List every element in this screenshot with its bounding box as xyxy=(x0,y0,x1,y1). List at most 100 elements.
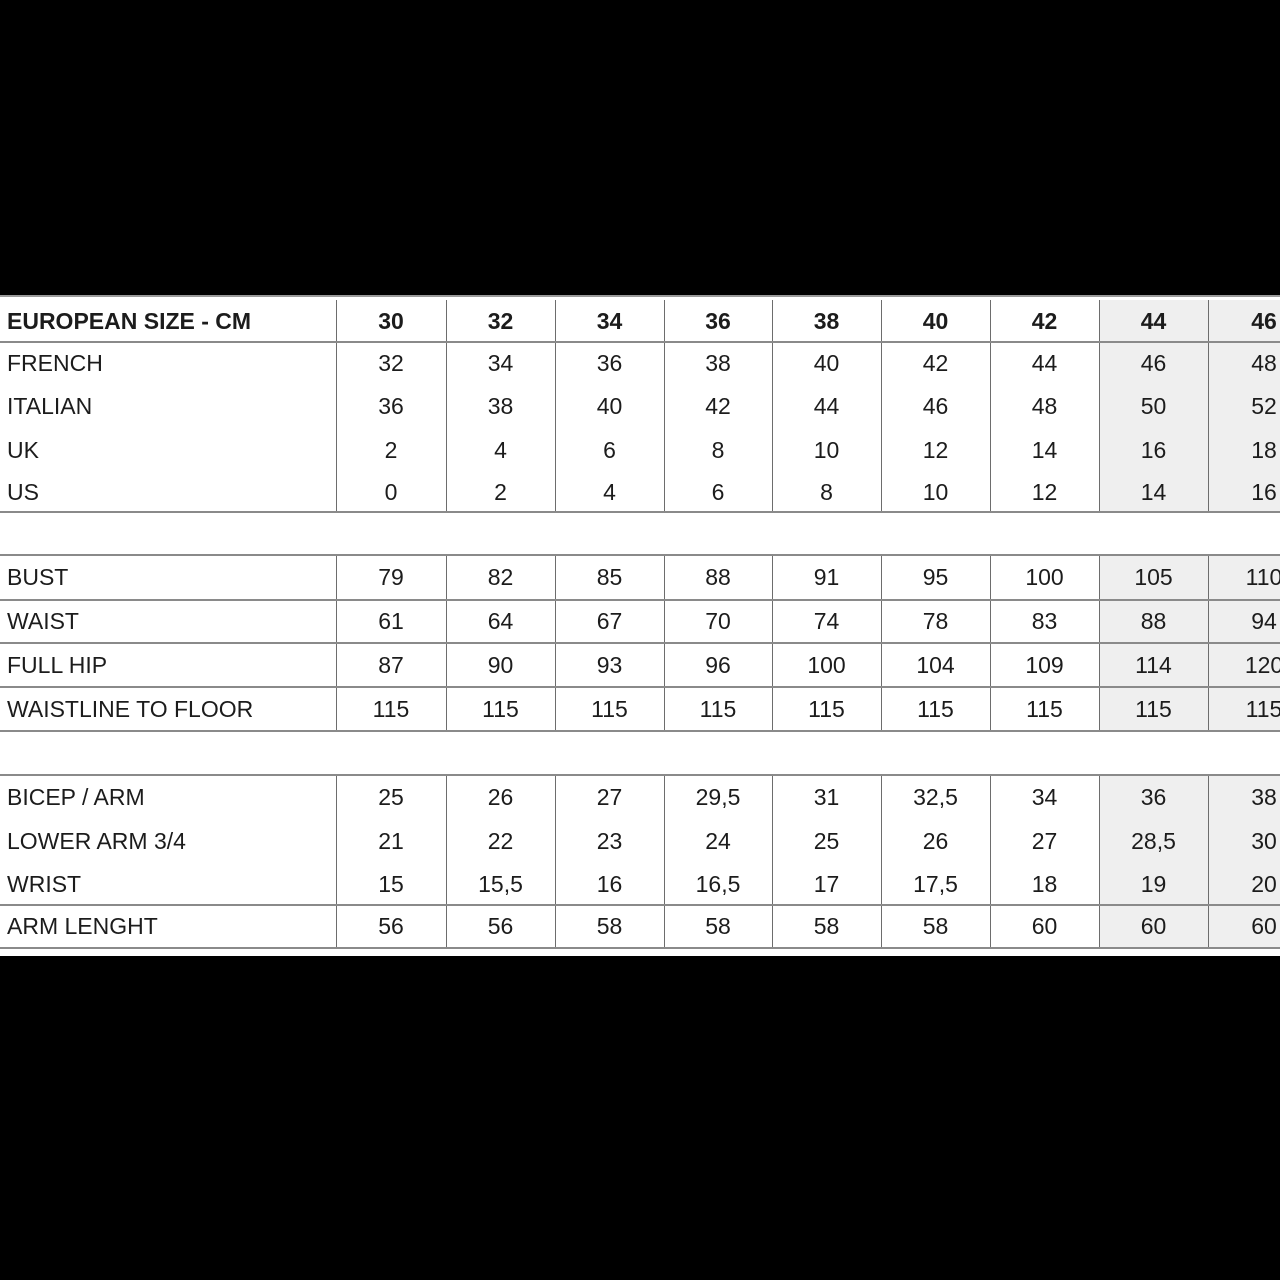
size-value-cell: 12 xyxy=(922,436,949,463)
size-value-cell: 70 xyxy=(705,608,731,634)
size-value-cell: 115 xyxy=(699,695,737,722)
size-value-cell: 12 xyxy=(1031,478,1058,505)
size-value-cell: 38 xyxy=(487,393,514,419)
size-value-cell: 21 xyxy=(378,828,404,854)
column-divider xyxy=(1208,775,1209,948)
column-divider xyxy=(555,775,556,948)
size-value-cell: 40 xyxy=(922,307,949,334)
row-divider xyxy=(0,774,1280,776)
row-divider xyxy=(0,341,1280,343)
row-label: BICEP / ARM xyxy=(7,784,145,810)
size-value-cell: 93 xyxy=(596,651,623,678)
size-value-cell: 60 xyxy=(1099,905,1208,948)
column-divider xyxy=(1208,300,1209,512)
row-label: BUST xyxy=(7,564,69,590)
size-value-cell: 115 xyxy=(372,695,410,722)
row-label: EUROPEAN SIZE - CM xyxy=(7,307,252,334)
column-divider xyxy=(772,775,773,948)
size-value-cell: 60 xyxy=(1031,913,1058,939)
size-value-cell: 120 xyxy=(1208,643,1280,687)
row-divider xyxy=(0,554,1280,556)
size-value-cell: 94 xyxy=(1208,600,1280,643)
size-value-cell: 44 xyxy=(1099,300,1208,342)
size-value-cell: 105 xyxy=(1099,555,1208,600)
size-value-cell: 6 xyxy=(603,436,616,463)
size-value-cell: 60 xyxy=(1208,905,1280,948)
size-value-cell: 17 xyxy=(813,870,840,897)
size-value-cell: 18 xyxy=(1031,870,1058,897)
size-value-cell: 91 xyxy=(813,564,840,590)
size-value-cell: 95 xyxy=(922,564,949,590)
size-value-cell: 19 xyxy=(1099,863,1208,905)
size-value-cell: 46 xyxy=(1099,342,1208,385)
row-label: WAISTLINE TO FLOOR xyxy=(7,695,254,722)
size-value-cell: 24 xyxy=(705,828,731,854)
size-value-cell: 85 xyxy=(596,564,623,590)
size-value-cell: 44 xyxy=(813,393,840,419)
size-value-cell: 115 xyxy=(591,695,628,722)
column-divider xyxy=(336,300,337,512)
size-value-cell: 44 xyxy=(1031,350,1058,376)
size-value-cell: 42 xyxy=(705,393,731,419)
size-value-cell: 48 xyxy=(1031,393,1058,419)
size-value-cell: 4 xyxy=(603,478,616,505)
size-value-cell: 61 xyxy=(378,608,404,634)
column-divider xyxy=(1099,775,1100,948)
size-value-cell: 26 xyxy=(922,828,949,854)
size-value-cell: 88 xyxy=(1099,600,1208,643)
size-value-cell: 36 xyxy=(705,307,731,334)
size-value-cell: 30 xyxy=(378,307,404,334)
size-value-cell: 4 xyxy=(494,436,507,463)
row-label: ARM LENGHT xyxy=(7,913,158,939)
row-label: FULL HIP xyxy=(7,651,108,678)
row-divider xyxy=(0,947,1280,949)
size-value-cell: 78 xyxy=(922,608,949,634)
row-label: UK xyxy=(7,436,39,463)
size-value-cell: 32 xyxy=(378,350,404,376)
size-value-cell: 25 xyxy=(378,784,404,810)
size-value-cell: 67 xyxy=(596,608,623,634)
size-value-cell: 100 xyxy=(807,651,846,678)
row-divider xyxy=(0,904,1280,906)
size-value-cell: 27 xyxy=(1031,828,1058,854)
size-value-cell: 82 xyxy=(487,564,514,590)
size-value-cell: 100 xyxy=(1025,564,1064,590)
size-value-cell: 16 xyxy=(596,870,623,897)
size-value-cell: 56 xyxy=(487,913,514,939)
row-divider xyxy=(0,686,1280,688)
column-divider xyxy=(881,300,882,512)
size-value-cell: 26 xyxy=(487,784,514,810)
row-label: WRIST xyxy=(7,870,82,897)
size-value-cell: 58 xyxy=(813,913,840,939)
size-value-cell: 8 xyxy=(820,478,833,505)
size-value-cell: 15,5 xyxy=(478,870,523,897)
column-divider xyxy=(664,775,665,948)
row-label: ITALIAN xyxy=(7,393,93,419)
size-value-cell: 34 xyxy=(596,307,623,334)
size-value-cell: 16 xyxy=(1099,428,1208,472)
row-divider xyxy=(0,511,1280,513)
size-value-cell: 52 xyxy=(1208,385,1280,428)
size-value-cell: 18 xyxy=(1208,428,1280,472)
size-value-cell: 74 xyxy=(813,608,840,634)
size-value-cell: 40 xyxy=(813,350,840,376)
row-label: LOWER ARM 3/4 xyxy=(7,828,186,854)
column-divider xyxy=(1099,300,1100,512)
row-divider xyxy=(0,599,1280,601)
row-divider xyxy=(0,642,1280,644)
size-value-cell: 27 xyxy=(596,784,623,810)
row-label: US xyxy=(7,478,39,505)
size-value-cell: 42 xyxy=(1031,307,1058,334)
size-value-cell: 115 xyxy=(917,695,954,722)
size-value-cell: 31 xyxy=(813,784,840,810)
row-divider xyxy=(0,730,1280,732)
column-divider xyxy=(664,300,665,512)
size-value-cell: 50 xyxy=(1099,385,1208,428)
size-value-cell: 58 xyxy=(705,913,731,939)
size-value-cell: 90 xyxy=(487,651,514,678)
size-value-cell: 34 xyxy=(487,350,514,376)
column-divider xyxy=(446,300,447,512)
size-value-cell: 10 xyxy=(813,436,840,463)
size-value-cell: 36 xyxy=(596,350,623,376)
size-value-cell: 14 xyxy=(1031,436,1058,463)
